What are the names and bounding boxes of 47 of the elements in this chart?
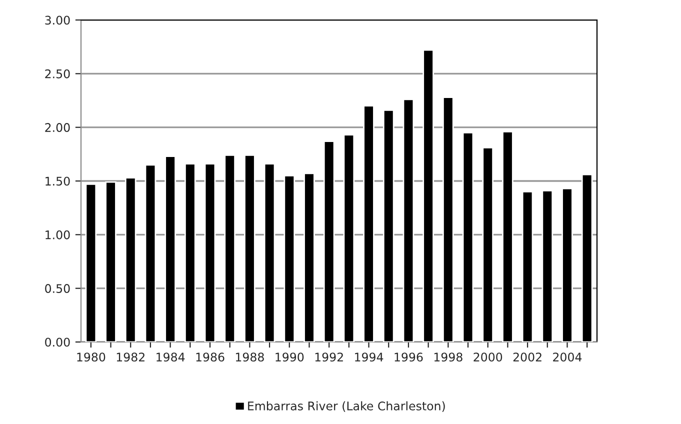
x-tick-label: 1980: [77, 352, 106, 362]
bar: [224, 154, 236, 342]
bar: [522, 191, 534, 342]
bar: [284, 174, 296, 342]
bar: [304, 172, 315, 342]
y-tick-label: 1.50: [46, 176, 70, 186]
bar: [85, 184, 97, 342]
x-tick-label: 1992: [315, 352, 343, 362]
x-tick-label: 1984: [156, 352, 185, 362]
bar: [482, 147, 494, 342]
y-tick-label: 2.50: [45, 69, 70, 78]
bar: [462, 132, 474, 342]
x-tick-label: 2004: [553, 352, 582, 362]
bar: [542, 190, 554, 342]
bar: [184, 163, 196, 342]
bar: [264, 163, 276, 342]
x-tick-label: 1990: [276, 352, 304, 362]
bar: [124, 177, 136, 342]
y-tick-label: 0.00: [45, 338, 70, 347]
bar: [422, 49, 434, 342]
bar: [244, 154, 256, 342]
bar: [204, 163, 216, 342]
bar: [105, 181, 116, 342]
y-tick-label: 1.00: [46, 230, 70, 240]
x-tick-label: 1994: [355, 352, 384, 362]
x-tick-label: 1988: [236, 352, 264, 362]
y-tick-label: 2.00: [45, 123, 70, 132]
bar: [382, 109, 394, 342]
y-tick-label: 0.50: [45, 284, 70, 293]
x-tick-label: 1998: [434, 352, 462, 362]
bar: [581, 174, 593, 342]
bar: [363, 105, 374, 342]
x-tick-label: 2000: [474, 352, 502, 362]
x-tick-label: 2002: [513, 352, 542, 362]
y-tick-label: 3.00: [45, 16, 70, 25]
bar: [144, 164, 156, 342]
legend-label: Embarras River (Lake Charleston): [248, 401, 445, 412]
x-tick-label: 1986: [196, 352, 224, 362]
bar: [562, 188, 573, 342]
bar: [343, 134, 355, 342]
bar: [164, 156, 176, 342]
bar: [323, 140, 335, 342]
x-tick-label: 1996: [394, 352, 423, 362]
bar: [502, 130, 514, 342]
x-tick-label: 1982: [116, 352, 144, 362]
bar: [442, 96, 454, 342]
bar: [402, 98, 414, 342]
